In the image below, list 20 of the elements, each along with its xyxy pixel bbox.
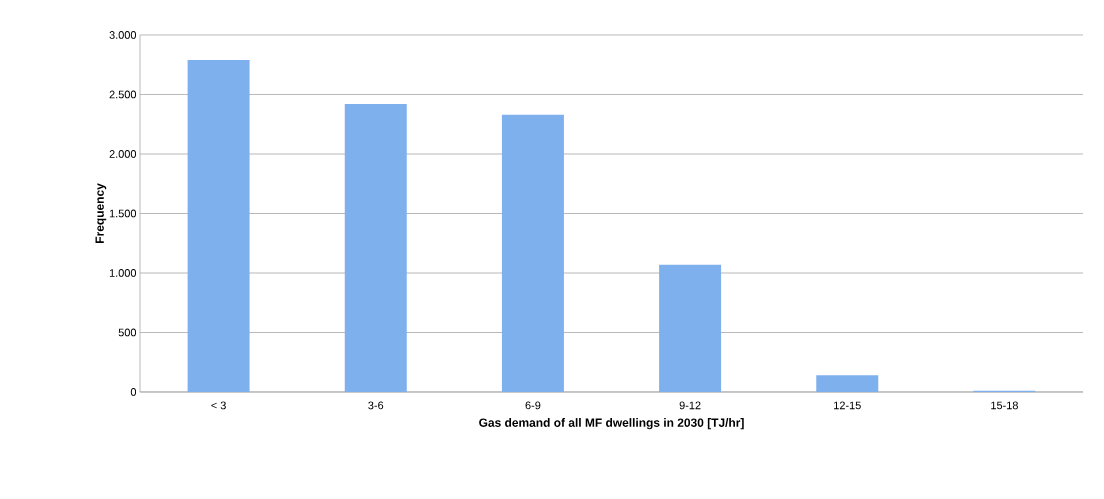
y-tick-label: 3.000 xyxy=(109,31,137,39)
x-tick-label: 9-12 xyxy=(679,401,701,410)
bar xyxy=(344,104,407,392)
y-tick-label: 1.500 xyxy=(109,209,137,218)
y-tick-label: 500 xyxy=(118,328,137,337)
bar xyxy=(501,114,564,392)
bar xyxy=(816,375,879,392)
y-tick-label: 2.500 xyxy=(109,90,137,99)
bar xyxy=(187,59,250,392)
x-axis-title: Gas demand of all MF dwellings in 2030 [TJ/hr] xyxy=(479,418,744,430)
bar xyxy=(659,264,722,392)
y-tick-label: 2.000 xyxy=(109,150,137,158)
x-tick-label: 6-9 xyxy=(525,401,541,410)
x-tick-label: < 3 xyxy=(211,401,226,410)
y-tick-label: 1.000 xyxy=(109,269,137,277)
x-tick-label: 3-6 xyxy=(368,401,384,410)
y-axis-title: Frequency xyxy=(95,183,107,243)
y-tick-label: 0 xyxy=(130,388,137,396)
x-tick-label: 12-15 xyxy=(834,401,861,410)
x-tick-label: 15-18 xyxy=(991,401,1018,410)
